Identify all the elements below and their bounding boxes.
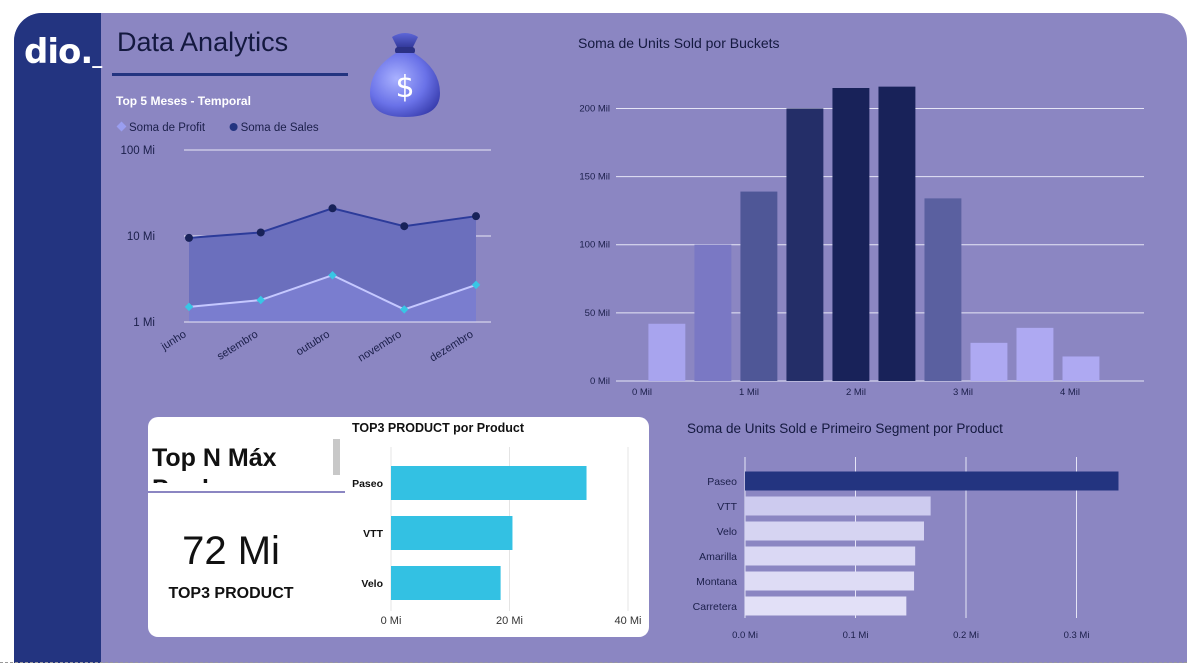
y-tick-label: Montana (696, 576, 737, 588)
y-tick-label: 1 Mi (133, 317, 155, 329)
x-tick-label: 4 Mil (1060, 387, 1080, 398)
segment-bar (745, 571, 915, 591)
legend-label: Soma de Profit (129, 122, 206, 134)
legend-marker (116, 121, 127, 132)
bucket-bar (740, 191, 778, 381)
product-bar (391, 466, 587, 500)
y-tick-label: 200 Mil (579, 103, 610, 114)
y-tick-label: 100 Mi (120, 145, 155, 157)
money-bag-icon: $ (370, 33, 440, 117)
filter-divider (148, 491, 345, 493)
data-point (184, 302, 194, 312)
top5-months-chart: Top 5 Meses - Temporal Soma de Profit Soma… (116, 94, 491, 364)
title-divider (112, 73, 348, 76)
x-tick-label: 0 Mi (381, 615, 402, 627)
data-point (256, 295, 265, 305)
kpi-card: Top N Máx Prod 72 Mi TOP3 PRODUCT TOP3 P… (148, 417, 649, 637)
x-tick-label: setembro (215, 328, 260, 362)
bucket-bar (832, 88, 870, 381)
y-tick-label: 100 Mil (579, 240, 610, 251)
y-tick-label: 0 Mil (590, 376, 610, 387)
segment-bar (745, 521, 925, 541)
sidebar: dio._ (14, 13, 102, 663)
bucket-bar (1062, 356, 1100, 381)
bucket-bar (648, 323, 686, 381)
x-tick-label: 0,1 Mi (843, 630, 869, 638)
bucket-bar (924, 198, 962, 381)
segment-bar (745, 471, 1119, 491)
data-point (471, 280, 481, 290)
data-point (328, 204, 337, 213)
top3-product-chart: TOP3 PRODUCT por Product 0 Mi 20 Mi 40 Mi Pa… (352, 421, 642, 627)
x-tick-label: 40 Mi (615, 615, 642, 627)
data-point (328, 270, 337, 280)
y-tick-label: 50 Mil (585, 308, 610, 319)
logo-text: dio. (24, 32, 93, 72)
dashboard-canvas: dio._ Data Analytics $ Top 5 Meses - Tem… (14, 13, 1187, 663)
bucket-bar (970, 342, 1008, 381)
series-area (189, 208, 476, 322)
y-tick-label: VTT (363, 528, 383, 540)
bucket-bar (786, 108, 824, 381)
y-tick-label: Velo (361, 578, 383, 590)
x-tick-label: outubro (294, 328, 332, 358)
x-tick-label: 1 Mil (739, 387, 759, 398)
x-tick-label: 0 Mil (632, 387, 652, 398)
y-tick-label: Velo (717, 526, 738, 538)
data-point (256, 228, 265, 237)
page-bottom-border (0, 662, 1187, 663)
dio-logo: dio._ (24, 32, 102, 72)
chart-title: Top 5 Meses - Temporal (116, 94, 251, 108)
segment-bar (745, 596, 907, 616)
y-tick-label: VTT (717, 501, 737, 513)
chart-title: Soma de Units Sold por Buckets (578, 35, 780, 51)
legend-marker (229, 123, 238, 131)
x-tick-label: 3 Mil (953, 387, 973, 398)
chart-title: Soma de Units Sold e Primeiro Segment po… (687, 421, 1003, 436)
chart-title: TOP3 PRODUCT por Product (352, 421, 525, 435)
segment-bar (745, 496, 931, 516)
x-tick-label: 0,3 Mi (1064, 630, 1090, 638)
units-buckets-chart: Soma de Units Sold por Buckets 0 Mil 50 Mi… (578, 35, 1144, 398)
data-point (472, 212, 480, 221)
y-tick-label: 10 Mi (127, 231, 155, 243)
x-tick-label: junho (159, 328, 189, 353)
y-tick-label: Carretera (693, 601, 738, 613)
kpi-label: TOP3 PRODUCT (168, 585, 294, 602)
page-title: Data Analytics (117, 27, 289, 57)
bucket-bar (878, 86, 916, 381)
y-tick-label: Paseo (352, 478, 383, 490)
filter-scrollbar[interactable] (333, 439, 340, 475)
kpi-value: 72 Mi (182, 529, 280, 573)
x-tick-label: 20 Mi (496, 615, 523, 627)
product-bar (391, 516, 513, 550)
top-n-filter-label: Top N Máx Prod (152, 444, 277, 483)
product-bar (391, 566, 501, 600)
segment-bar (745, 546, 916, 566)
x-tick-label: 0,0 Mi (732, 630, 758, 638)
data-point (400, 305, 409, 314)
x-tick-label: 0,2 Mi (953, 630, 979, 638)
data-point (400, 222, 409, 231)
data-point (185, 233, 193, 242)
x-tick-label: dezembro (428, 328, 476, 364)
logo-cursor: _ (92, 44, 102, 68)
units-segment-chart: Soma de Units Sold e Primeiro Segment po… (687, 421, 1119, 638)
legend-label: Soma de Sales (241, 122, 319, 134)
bucket-bar (694, 244, 732, 381)
x-tick-label: 2 Mil (846, 387, 866, 398)
dollar-symbol: $ (395, 70, 414, 105)
y-tick-label: Paseo (707, 476, 737, 488)
bucket-bar (1016, 327, 1054, 381)
x-tick-label: novembro (356, 328, 404, 364)
y-tick-label: 150 Mil (579, 172, 610, 183)
y-tick-label: Amarilla (699, 551, 737, 563)
